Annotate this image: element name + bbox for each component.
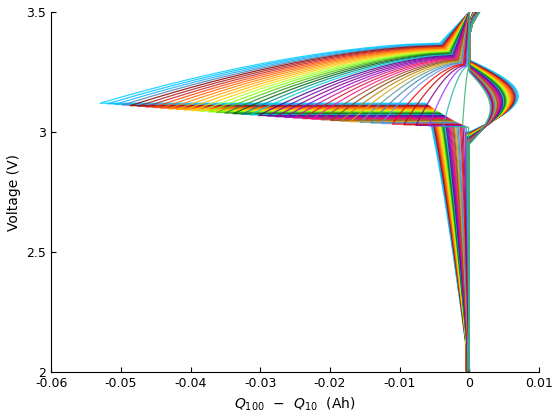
Y-axis label: Voltage (V): Voltage (V) xyxy=(7,154,21,231)
X-axis label: $Q_{100}$  $-$  $Q_{10}$  (Ah): $Q_{100}$ $-$ $Q_{10}$ (Ah) xyxy=(235,396,356,413)
